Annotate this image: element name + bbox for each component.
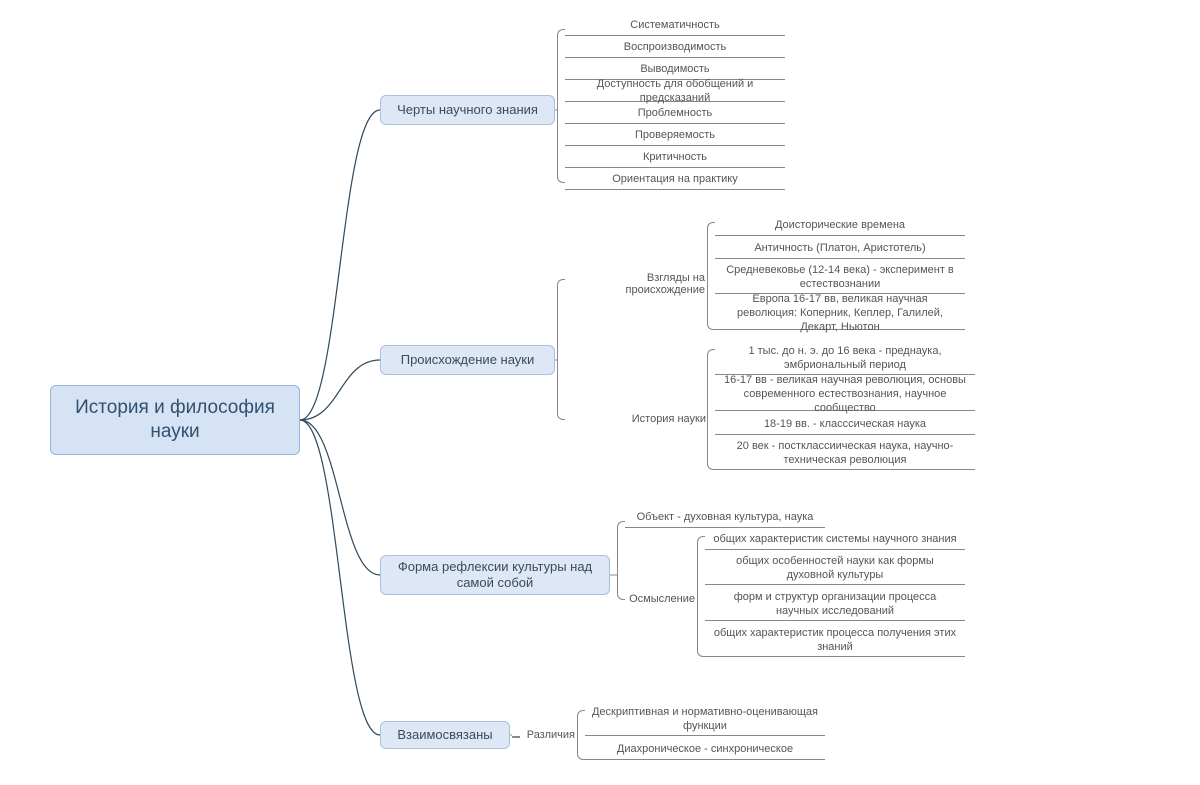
leaf-node: 18-19 вв. - класссическая наука bbox=[715, 417, 975, 435]
leaf-node: Ориентация на практику bbox=[565, 172, 785, 190]
leaf-node: Объект - духовная культура, наука bbox=[625, 510, 825, 528]
leaf-node: Доступность для обобщений и предсказаний bbox=[565, 84, 785, 102]
leaf-node: 1 тыс. до н. э. до 16 века - преднаука, … bbox=[715, 345, 975, 375]
leaf-node: Критичность bbox=[565, 150, 785, 168]
root-label: История и философия науки bbox=[61, 396, 289, 444]
bracket bbox=[707, 349, 715, 470]
subgroup-label: Различия bbox=[520, 729, 575, 741]
leaf-node: Античность (Платон, Аристотель) bbox=[715, 241, 965, 259]
leaf-node: Систематичность bbox=[565, 18, 785, 36]
root-node: История и философия науки bbox=[50, 385, 300, 455]
subgroup-label: Взгляды на происхождение bbox=[565, 272, 705, 296]
bracket bbox=[557, 29, 565, 183]
branch-node: Происхождение науки bbox=[380, 345, 555, 375]
leaf-node: общих характеристик процесса получения э… bbox=[705, 627, 965, 657]
bracket bbox=[707, 222, 715, 330]
bracket bbox=[577, 710, 585, 760]
leaf-node: 20 век - постклассиическая наука, научно… bbox=[715, 440, 975, 470]
leaf-node: Дескриптивная и нормативно-оценивающая ф… bbox=[585, 706, 825, 736]
subgroup-label: История науки bbox=[628, 413, 706, 425]
leaf-node: Диахроническое - синхроническое bbox=[585, 742, 825, 760]
bracket bbox=[557, 279, 565, 420]
leaf-node: общих особенностей науки как формы духов… bbox=[705, 555, 965, 585]
leaf-node: 16-17 вв - великая научная революция, ос… bbox=[715, 381, 975, 411]
leaf-node: Европа 16-17 вв, великая научная революц… bbox=[715, 300, 965, 330]
leaf-node: Воспроизводимость bbox=[565, 40, 785, 58]
branch-node: Форма рефлексии культуры над самой собой bbox=[380, 555, 610, 595]
leaf-node: Средневековье (12-14 века) - эксперимент… bbox=[715, 264, 965, 294]
bracket bbox=[697, 536, 705, 657]
leaf-node: Проверяемость bbox=[565, 128, 785, 146]
leaf-node: Проблемность bbox=[565, 106, 785, 124]
leaf-node: общих характеристик системы научного зна… bbox=[705, 532, 965, 550]
branch-node: Черты научного знания bbox=[380, 95, 555, 125]
subgroup-label: Осмысление bbox=[625, 593, 695, 605]
leaf-node: Доисторические времена bbox=[715, 218, 965, 236]
bracket bbox=[617, 521, 625, 600]
branch-node: Взаимосвязаны bbox=[380, 721, 510, 749]
leaf-node: форм и структур организации процесса нау… bbox=[705, 591, 965, 621]
bracket bbox=[512, 736, 520, 738]
